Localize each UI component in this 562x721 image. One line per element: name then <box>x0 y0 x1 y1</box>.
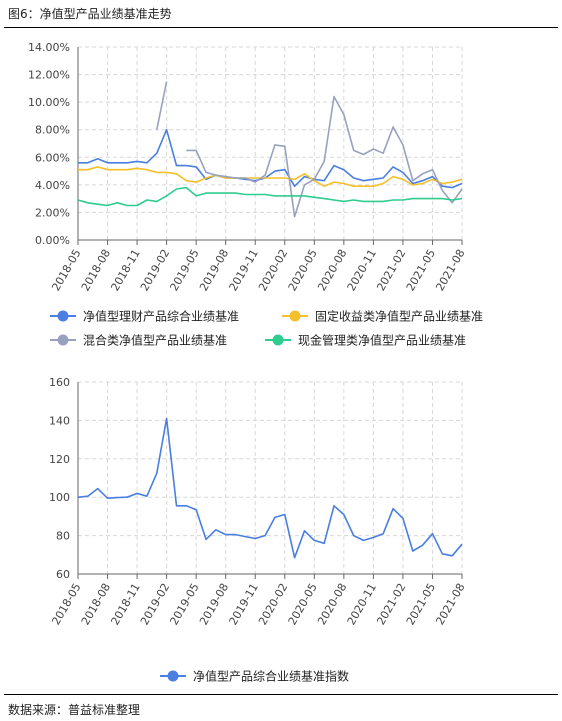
y-tick-label: 8.00% <box>35 124 70 137</box>
legend-swatch-dot <box>272 334 284 346</box>
y-tick-label: 160 <box>49 376 70 389</box>
y-tick-label: 100 <box>49 491 70 504</box>
legend-label: 固定收益类净值型产品业绩基准 <box>315 309 483 324</box>
legend-swatch-dot <box>167 670 179 682</box>
legend-swatch-dot <box>57 310 69 322</box>
y-tick-label: 2.00% <box>35 206 70 219</box>
series-line-0 <box>78 128 463 189</box>
legend-label: 混合类净值型产品业绩基准 <box>83 333 227 348</box>
legend-label: 净值型理财产品综合业绩基准 <box>83 309 239 324</box>
source-note: 数据来源：普益标准整理 <box>8 703 141 717</box>
legend-label: 现金管理类净值型产品业绩基准 <box>298 333 466 348</box>
top-rule <box>4 27 558 28</box>
y-tick-label: 6.00% <box>35 151 70 164</box>
y-tick-label: 12.00% <box>28 69 70 82</box>
x-tick-label: 2021-08 <box>433 247 467 293</box>
legend-swatch-dot <box>57 334 69 346</box>
legend-label: 净值型产品综合业绩基准指数 <box>193 669 349 684</box>
x-tick-label: 2021-08 <box>433 581 467 627</box>
y-tick-label: 14.00% <box>28 41 70 54</box>
y-tick-label: 60 <box>56 568 70 581</box>
chart2: 60801001201401602018-052018-082018-11201… <box>49 376 468 684</box>
chart1: 0.00% 2.00% 4.00% 6.00% 8.00% 10.00% 12.00% 14.… <box>28 41 483 348</box>
series-line-3 <box>77 186 463 207</box>
figure-title: 图6：净值型产品业绩基准走势 <box>8 7 172 21</box>
series-line-0 <box>77 417 463 559</box>
series-line-1 <box>78 166 463 187</box>
y-tick-label: 80 <box>56 530 70 543</box>
y-tick-label: 4.00% <box>35 179 70 192</box>
y-tick-label: 0.00% <box>35 234 70 247</box>
legend-swatch-dot <box>289 310 301 322</box>
y-tick-label: 120 <box>49 453 70 466</box>
series-line-2 <box>156 81 463 218</box>
bottom-rule <box>4 694 558 695</box>
y-tick-label: 10.00% <box>28 96 70 109</box>
y-tick-label: 140 <box>49 414 70 427</box>
